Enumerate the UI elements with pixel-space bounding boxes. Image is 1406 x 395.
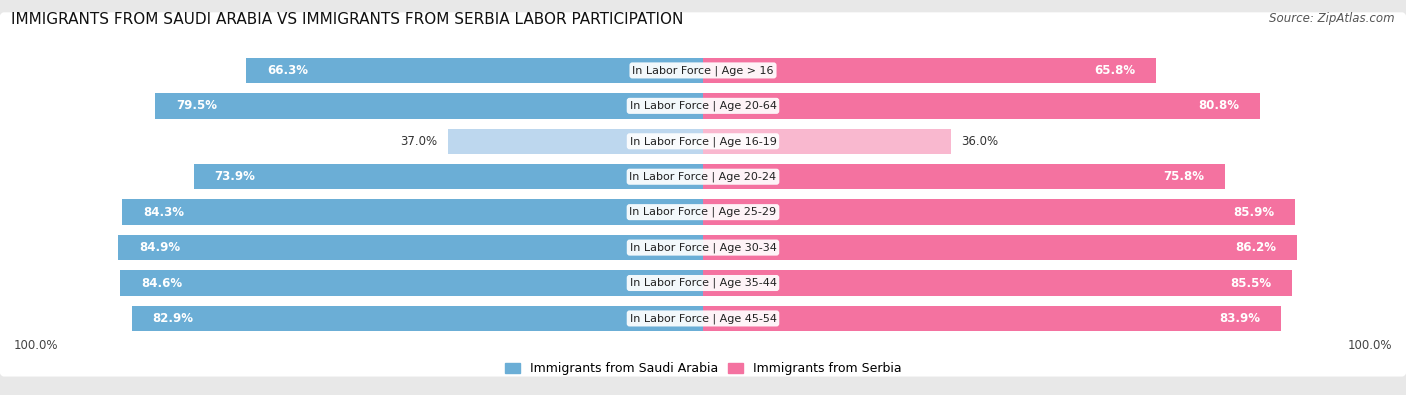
Bar <box>155 93 703 118</box>
FancyBboxPatch shape <box>0 83 1406 199</box>
Text: 80.8%: 80.8% <box>1198 100 1239 112</box>
Text: 36.0%: 36.0% <box>962 135 998 148</box>
Text: 65.8%: 65.8% <box>1094 64 1136 77</box>
Bar <box>703 93 1260 118</box>
Bar <box>246 58 703 83</box>
Text: Source: ZipAtlas.com: Source: ZipAtlas.com <box>1270 12 1395 25</box>
Text: 100.0%: 100.0% <box>14 339 59 352</box>
Bar <box>194 164 703 190</box>
Text: 79.5%: 79.5% <box>176 100 217 112</box>
Bar <box>703 164 1225 190</box>
Text: 100.0%: 100.0% <box>1347 339 1392 352</box>
FancyBboxPatch shape <box>0 190 1406 306</box>
Text: In Labor Force | Age 35-44: In Labor Force | Age 35-44 <box>630 278 776 288</box>
Bar <box>703 306 1281 331</box>
Bar <box>703 128 950 154</box>
Text: In Labor Force | Age 25-29: In Labor Force | Age 25-29 <box>630 207 776 217</box>
Text: 73.9%: 73.9% <box>215 170 256 183</box>
Bar <box>449 128 703 154</box>
Text: 82.9%: 82.9% <box>152 312 194 325</box>
Text: In Labor Force | Age 45-54: In Labor Force | Age 45-54 <box>630 313 776 324</box>
Bar <box>703 235 1296 260</box>
Text: 83.9%: 83.9% <box>1219 312 1260 325</box>
Bar <box>118 235 703 260</box>
FancyBboxPatch shape <box>0 154 1406 270</box>
Text: In Labor Force | Age 20-24: In Labor Force | Age 20-24 <box>630 171 776 182</box>
Text: 75.8%: 75.8% <box>1164 170 1205 183</box>
Bar <box>703 270 1292 296</box>
Text: 66.3%: 66.3% <box>267 64 308 77</box>
Bar <box>120 270 703 296</box>
Text: 85.9%: 85.9% <box>1233 206 1274 219</box>
Text: 85.5%: 85.5% <box>1230 276 1271 290</box>
Bar <box>703 58 1156 83</box>
Text: 84.6%: 84.6% <box>141 276 181 290</box>
Text: 84.3%: 84.3% <box>143 206 184 219</box>
Text: In Labor Force | Age 16-19: In Labor Force | Age 16-19 <box>630 136 776 147</box>
FancyBboxPatch shape <box>0 118 1406 235</box>
Text: In Labor Force | Age > 16: In Labor Force | Age > 16 <box>633 65 773 76</box>
Bar <box>122 199 703 225</box>
Text: In Labor Force | Age 20-64: In Labor Force | Age 20-64 <box>630 101 776 111</box>
Bar <box>132 306 703 331</box>
Text: 86.2%: 86.2% <box>1236 241 1277 254</box>
FancyBboxPatch shape <box>0 260 1406 376</box>
FancyBboxPatch shape <box>0 225 1406 341</box>
Text: 84.9%: 84.9% <box>139 241 180 254</box>
Text: 37.0%: 37.0% <box>401 135 437 148</box>
Bar <box>703 199 1295 225</box>
FancyBboxPatch shape <box>0 12 1406 128</box>
Legend: Immigrants from Saudi Arabia, Immigrants from Serbia: Immigrants from Saudi Arabia, Immigrants… <box>499 357 907 380</box>
Text: In Labor Force | Age 30-34: In Labor Force | Age 30-34 <box>630 242 776 253</box>
Text: IMMIGRANTS FROM SAUDI ARABIA VS IMMIGRANTS FROM SERBIA LABOR PARTICIPATION: IMMIGRANTS FROM SAUDI ARABIA VS IMMIGRAN… <box>11 12 683 27</box>
FancyBboxPatch shape <box>0 48 1406 164</box>
